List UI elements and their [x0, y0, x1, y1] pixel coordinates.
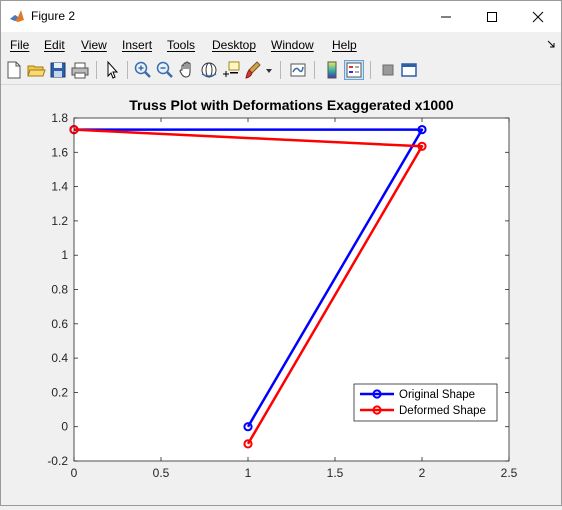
property-editor-icon[interactable]: [378, 60, 398, 80]
toolbar-separator: [127, 61, 128, 79]
legend-entry-label: Deformed Shape: [399, 405, 486, 417]
new-figure-icon[interactable]: [4, 60, 24, 80]
toolbar-separator: [280, 61, 281, 79]
dock-icon[interactable]: [399, 60, 419, 80]
dock-arrow-icon[interactable]: [547, 40, 555, 48]
menu-edit[interactable]: Edit: [44, 38, 65, 52]
brush-icon[interactable]: [243, 60, 263, 80]
y-tick-label: 0.2: [51, 385, 68, 399]
legend-marker-swatch: [372, 405, 382, 415]
data-point-marker: [417, 125, 427, 135]
title-bar[interactable]: Figure 2: [1, 1, 561, 32]
brush-dropdown-icon[interactable]: [265, 68, 273, 74]
legend-entry-label: Original Shape: [399, 389, 475, 401]
y-tick-label: 1.6: [51, 145, 68, 159]
menu-file[interactable]: File: [10, 38, 30, 52]
legend-marker-swatch: [372, 389, 382, 399]
truss-plot[interactable]: Truss Plot with Deformations Exaggerated…: [1, 85, 561, 505]
toolbar-separator: [314, 61, 315, 79]
x-tick-label: 0: [71, 466, 78, 480]
y-tick-label: 0.6: [51, 317, 68, 331]
zoom-in-icon[interactable]: [133, 60, 153, 80]
y-tick-label: 1.2: [51, 214, 68, 228]
axes-box: [73, 117, 510, 462]
y-tick-label: 1: [61, 248, 68, 262]
matlab-icon: [9, 8, 25, 24]
series-line-deformed: [73, 128, 424, 445]
x-tick-label: 1.5: [327, 466, 344, 480]
data-point-marker: [417, 141, 427, 151]
data-cursor-icon[interactable]: [221, 60, 241, 80]
minimize-icon: [441, 16, 451, 17]
zoom-out-icon[interactable]: [155, 60, 175, 80]
menu-view[interactable]: View: [81, 38, 107, 52]
menu-desktop[interactable]: Desktop: [212, 38, 257, 52]
y-tick-label: 1.8: [51, 111, 68, 125]
open-file-icon[interactable]: [26, 60, 46, 80]
toolbar: [1, 57, 561, 85]
maximize-icon: [487, 11, 497, 22]
x-tick-label: 2: [419, 466, 426, 480]
maximize-button[interactable]: [469, 1, 515, 32]
pan-icon[interactable]: [177, 60, 197, 80]
y-tick-label: 0: [61, 420, 68, 434]
chart-title: Truss Plot with Deformations Exaggerated…: [129, 97, 454, 113]
rotate-3d-icon[interactable]: [199, 60, 219, 80]
print-icon[interactable]: [70, 60, 90, 80]
data-point-marker: [243, 439, 253, 449]
close-icon: [532, 11, 544, 22]
window-title: Figure 2: [31, 9, 76, 23]
toolbar-separator: [370, 61, 371, 79]
legend-button[interactable]: [344, 60, 364, 80]
close-button[interactable]: [515, 1, 561, 32]
y-tick-label: -0.2: [47, 454, 68, 468]
pointer-icon[interactable]: [102, 60, 122, 80]
colorbar-icon[interactable]: [322, 60, 342, 80]
menu-tools[interactable]: Tools: [167, 38, 196, 52]
link-plot-icon[interactable]: [288, 60, 308, 80]
y-tick-label: 0.8: [51, 283, 68, 297]
x-tick-label: 0.5: [153, 466, 170, 480]
y-tick-label: 0.4: [51, 351, 68, 365]
menu-bar: File Edit View Insert Tools Desktop Wind…: [1, 34, 561, 56]
menu-insert[interactable]: Insert: [122, 38, 153, 52]
legend-icon: [346, 62, 362, 78]
y-tick-label: 1.4: [51, 180, 68, 194]
menu-window[interactable]: Window: [271, 38, 314, 52]
minimize-button[interactable]: [423, 1, 469, 32]
toolbar-separator: [96, 61, 97, 79]
menu-help[interactable]: Help: [332, 38, 357, 52]
figure-canvas: Truss Plot with Deformations Exaggerated…: [1, 85, 561, 505]
x-tick-label: 2.5: [501, 466, 518, 480]
data-point-marker: [243, 422, 253, 432]
series-line-original: [74, 128, 424, 428]
x-tick-label: 1: [245, 466, 252, 480]
save-icon[interactable]: [48, 60, 68, 80]
